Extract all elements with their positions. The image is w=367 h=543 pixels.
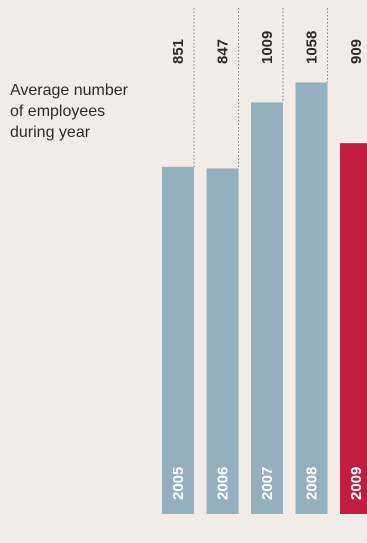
data-label: 1058 <box>304 31 321 64</box>
data-label: 1009 <box>259 31 276 64</box>
x-tick-label: 2009 <box>348 467 365 500</box>
bar <box>340 143 367 514</box>
bar <box>206 168 239 514</box>
data-label: 909 <box>348 39 365 64</box>
data-label: 847 <box>215 39 232 64</box>
bar <box>295 82 328 515</box>
x-tick-label: 2008 <box>304 467 321 500</box>
chart-caption: Average number of employees during year <box>10 82 128 141</box>
x-tick-label: 2006 <box>215 467 232 500</box>
data-label: 851 <box>170 39 187 64</box>
x-tick-label: 2005 <box>170 467 187 500</box>
x-tick-label: 2007 <box>259 467 276 500</box>
bar <box>162 166 194 514</box>
bar <box>251 102 283 515</box>
